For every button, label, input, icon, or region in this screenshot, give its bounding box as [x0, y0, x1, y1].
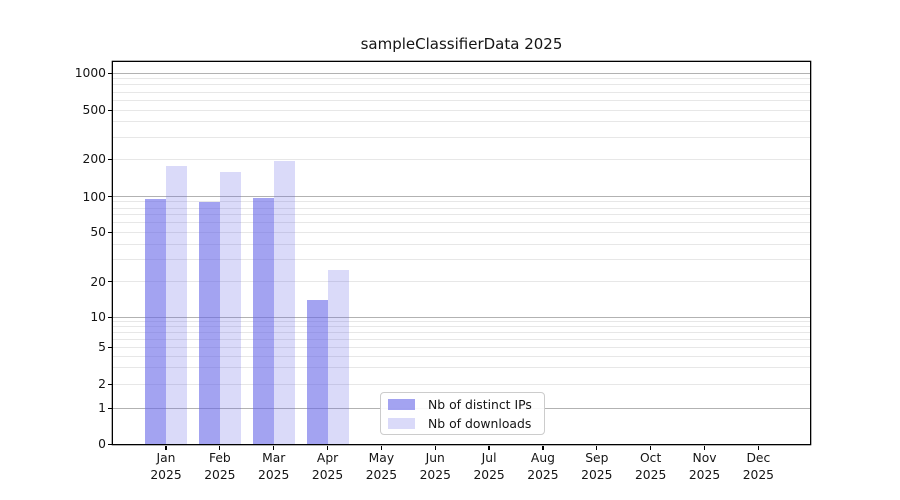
gridline-minor — [113, 281, 810, 283]
y-tick-mark — [108, 158, 112, 160]
x-tick-mark — [219, 445, 221, 450]
bar-distinct-ips-jan — [145, 199, 166, 444]
y-tick-label: 2 — [98, 377, 106, 392]
y-tick-mark — [108, 109, 112, 111]
gridline-minor — [113, 121, 810, 123]
bar-distinct-ips-mar — [252, 197, 274, 444]
x-tick-label-jun: Jun 2025 — [419, 451, 451, 482]
gridline-minor — [113, 84, 810, 86]
gridline-minor — [113, 355, 810, 357]
y-tick-label: 200 — [82, 152, 106, 166]
legend-swatch-downloads — [388, 417, 415, 429]
y-tick-label: 50 — [90, 225, 106, 240]
plot-area — [113, 62, 810, 444]
y-tick-label: 0 — [98, 437, 106, 451]
gridline-minor — [113, 338, 810, 340]
gridline-minor — [113, 367, 810, 369]
gridline-minor — [113, 201, 810, 203]
y-tick-mark — [108, 346, 112, 349]
x-tick-mark — [326, 445, 329, 450]
x-tick-label-oct: Oct 2025 — [634, 451, 667, 482]
gridline-minor — [113, 78, 810, 80]
x-tick-mark — [650, 445, 652, 450]
x-tick-mark — [434, 445, 436, 450]
y-tick-mark — [108, 231, 112, 234]
gridline-minor — [113, 207, 810, 209]
legend: Nb of distinct IPs Nb of downloads — [380, 392, 545, 435]
bar-downloads-feb — [219, 171, 241, 444]
x-tick-label-aug: Aug 2025 — [527, 451, 559, 482]
gridline-minor — [113, 326, 810, 328]
gridline-minor — [113, 243, 810, 245]
y-tick-label: 1 — [98, 401, 106, 415]
gridline-minor — [113, 231, 810, 233]
y-tick-label: 1000 — [74, 66, 106, 80]
y-tick-mark — [108, 443, 112, 445]
x-tick-label-mar: Mar 2025 — [258, 451, 290, 482]
gridline-minor — [113, 214, 810, 216]
x-tick-label-jul: Jul 2025 — [473, 451, 505, 482]
x-tick-label-jan: Jan 2025 — [150, 451, 182, 482]
gridline-minor — [113, 259, 810, 261]
y-tick-mark — [108, 72, 112, 74]
x-tick-label-apr: Apr 2025 — [311, 451, 344, 482]
x-tick-label-nov: Nov 2025 — [688, 451, 721, 482]
x-tick-label-dec: Dec 2025 — [742, 451, 774, 482]
gridline-minor — [113, 383, 810, 385]
y-tick-mark — [108, 281, 112, 283]
gridline-major — [113, 72, 810, 74]
x-tick-mark — [703, 445, 706, 450]
y-tick-mark — [108, 407, 112, 409]
x-tick-mark — [757, 445, 759, 450]
bar-distinct-ips-apr — [306, 300, 328, 444]
x-tick-label-may: May 2025 — [365, 451, 398, 482]
y-tick-label: 5 — [98, 340, 106, 355]
y-tick-mark — [108, 383, 112, 386]
gridline-minor — [113, 136, 810, 138]
gridline-major — [113, 316, 810, 318]
chart-title: sampleClassifierData 2025 — [360, 35, 563, 53]
y-tick-mark — [108, 196, 112, 198]
legend-item-downloads: Nb of downloads — [388, 416, 544, 431]
gridline-minor — [113, 158, 810, 160]
gridline-minor — [113, 346, 810, 348]
x-tick-mark — [273, 445, 275, 450]
legend-label-downloads: Nb of downloads — [428, 415, 532, 431]
legend-item-distinct-ips: Nb of distinct IPs — [388, 397, 544, 412]
gridline-minor — [113, 91, 810, 93]
gridline-minor — [113, 109, 810, 111]
y-tick-label: 100 — [82, 189, 106, 204]
y-tick-mark — [108, 316, 112, 319]
y-tick-label: 10 — [90, 310, 106, 325]
x-tick-mark — [380, 445, 383, 450]
y-tick-label: 500 — [82, 103, 106, 117]
gridline-minor — [113, 332, 810, 334]
x-tick-mark — [165, 445, 167, 450]
x-tick-mark — [542, 445, 544, 450]
gridline-major — [113, 196, 810, 197]
legend-label-distinct-ips: Nb of distinct IPs — [428, 396, 532, 412]
gridline-minor — [113, 222, 810, 224]
bar-downloads-jan — [166, 166, 187, 444]
x-tick-mark — [488, 445, 490, 450]
bar-distinct-ips-feb — [198, 201, 220, 444]
x-tick-label-feb: Feb 2025 — [204, 451, 236, 482]
bar-downloads-apr — [327, 269, 349, 444]
x-tick-label-sep: Sep 2025 — [581, 451, 613, 482]
gridline-minor — [113, 321, 810, 323]
x-tick-mark — [596, 445, 598, 450]
legend-swatch-distinct-ips — [388, 398, 415, 410]
y-tick-label: 20 — [90, 274, 106, 289]
bar-downloads-mar — [273, 160, 295, 444]
gridline-minor — [113, 99, 810, 101]
